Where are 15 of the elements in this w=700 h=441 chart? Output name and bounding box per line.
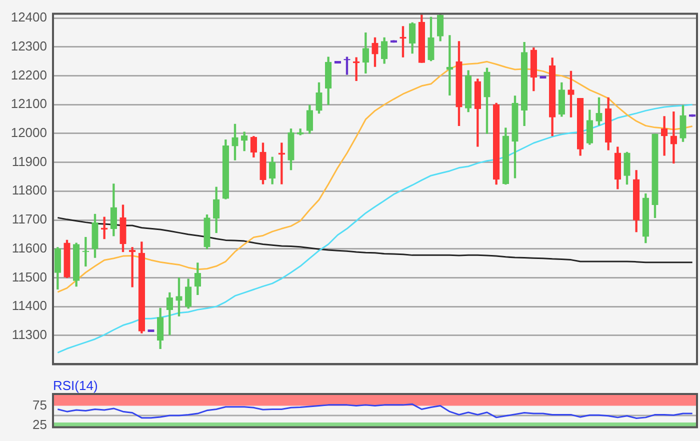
y-tick-label: 11300 bbox=[12, 326, 47, 342]
y-tick-label: 11500 bbox=[12, 269, 47, 284]
y-tick-label: 75 bbox=[32, 397, 47, 412]
y-tick-label: 25 bbox=[32, 416, 47, 432]
chart-title: RSI(14) bbox=[53, 378, 98, 394]
y-tick-label: 12200 bbox=[10, 67, 47, 82]
y-tick-label: 12300 bbox=[10, 38, 47, 54]
y-tick-label: 11700 bbox=[12, 212, 47, 227]
y-tick-label: 12100 bbox=[10, 96, 47, 112]
y-tick-label: 11400 bbox=[12, 298, 47, 314]
y-tick-label: 11900 bbox=[12, 154, 47, 169]
y-tick-label: 12000 bbox=[10, 125, 47, 140]
y-tick-label: 12400 bbox=[10, 10, 47, 25]
y-tick-label: 11600 bbox=[12, 240, 47, 256]
y-tick-label: 11800 bbox=[12, 182, 47, 198]
